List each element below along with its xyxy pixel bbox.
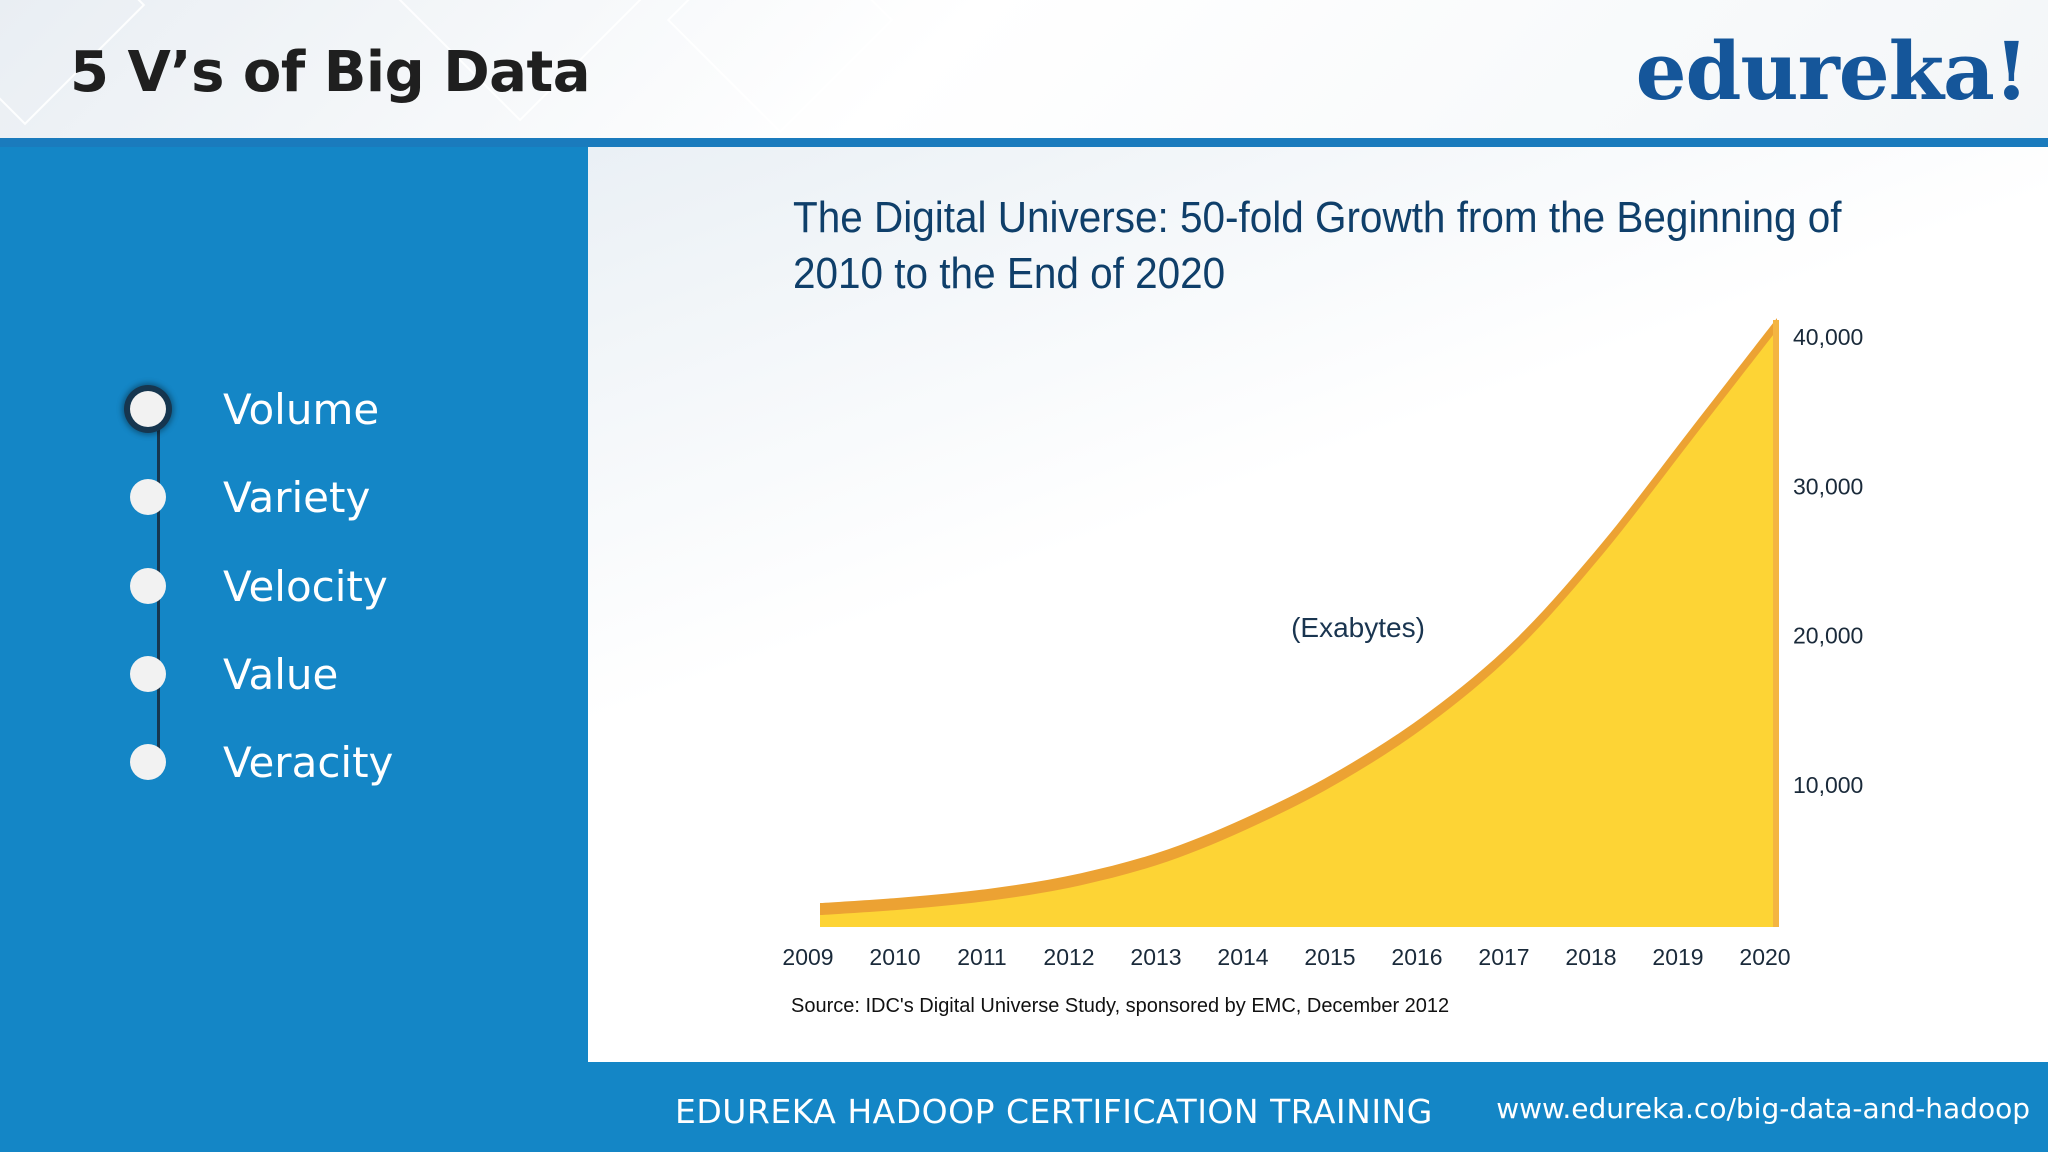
v-item-label: Veracity (223, 737, 394, 787)
v-item-velocity[interactable]: Velocity (130, 556, 388, 616)
y-tick-label: 10,000 (1793, 772, 1863, 798)
page-title: 5 V’s of Big Data (70, 40, 591, 105)
five-vs-panel: Volume Variety Velocity Value Veracity (0, 147, 588, 1062)
x-tick-label: 2011 (957, 944, 1006, 970)
footer: EDUREKA HADOOP CERTIFICATION TRAINING ww… (0, 1062, 2048, 1152)
timeline-dot-icon (130, 744, 166, 780)
timeline-dot-icon (130, 656, 166, 692)
v-item-volume[interactable]: Volume (130, 379, 379, 439)
v-item-variety[interactable]: Variety (130, 467, 370, 527)
chart-source: Source: IDC's Digital Universe Study, sp… (791, 995, 1450, 1017)
v-item-label: Variety (223, 472, 371, 522)
x-tick-label: 2014 (1217, 944, 1268, 970)
y-tick-label: 40,000 (1793, 324, 1863, 350)
x-tick-label: 2017 (1478, 944, 1529, 970)
v-item-label: Value (223, 649, 339, 699)
footer-training-title: EDUREKA HADOOP CERTIFICATION TRAINING (675, 1092, 1433, 1131)
v-item-label: Velocity (223, 561, 388, 611)
x-tick-label: 2012 (1043, 944, 1094, 970)
v-item-veracity[interactable]: Veracity (130, 732, 393, 792)
y-tick-label: 30,000 (1793, 473, 1863, 499)
timeline-dot-active-icon (130, 391, 166, 427)
x-tick-label: 2015 (1304, 944, 1355, 970)
timeline-dot-icon (130, 568, 166, 604)
v-item-value[interactable]: Value (130, 644, 338, 704)
x-tick-label: 2020 (1739, 944, 1790, 970)
brand-logo: edureka! (1635, 24, 2029, 118)
x-tick-label: 2009 (782, 944, 833, 970)
x-tick-label: 2016 (1391, 944, 1442, 970)
x-tick-label: 2010 (869, 944, 920, 970)
header-divider (0, 138, 2048, 147)
x-tick-label: 2019 (1652, 944, 1703, 970)
x-tick-label: 2018 (1565, 944, 1616, 970)
area-chart: 2009 2010 2011 2012 2013 2014 2015 2016 2017 2018… (782, 318, 1863, 970)
unit-annotation: (Exabytes) (1291, 612, 1425, 643)
area-right-edge (1773, 320, 1779, 927)
y-tick-label: 20,000 (1793, 623, 1863, 649)
v-item-label: Volume (223, 384, 380, 434)
chart-panel: 2009 2010 2011 2012 2013 2014 2015 2016 2017 2018… (588, 147, 2048, 1062)
area-series-fill (820, 330, 1777, 927)
chart-title-line-1: The Digital Universe: 50-fold Growth fro… (793, 193, 1842, 242)
x-tick-label: 2013 (1130, 944, 1181, 970)
header: 5 V’s of Big Data edureka! (0, 0, 2048, 138)
footer-url-link[interactable]: www.edureka.co/big-data-and-hadoop (1496, 1092, 2030, 1125)
bg-pattern (666, 0, 894, 134)
chart-title-line-2: 2010 to the End of 2020 (793, 249, 1226, 298)
timeline-dot-icon (130, 479, 166, 515)
